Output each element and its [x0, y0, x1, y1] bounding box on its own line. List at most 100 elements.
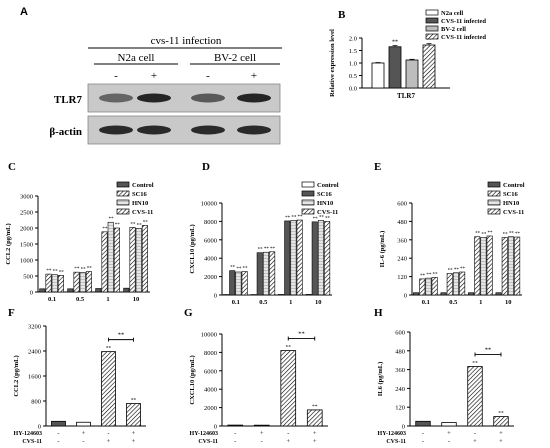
significance-mark: **: [137, 223, 143, 228]
significance-mark: **: [230, 266, 236, 271]
panel-label-c: C: [8, 161, 16, 173]
y-axis-label: Relative expression level: [329, 29, 336, 97]
condition-sign: +: [132, 430, 136, 437]
significance-mark: **: [503, 233, 509, 238]
bar: [227, 424, 244, 427]
x-tick-label: 0.1: [232, 299, 240, 306]
y-tick-label: 0: [30, 290, 33, 297]
y-tick-label: 8000: [204, 219, 217, 226]
significance-mark: **: [286, 345, 292, 351]
legend-label: N2a cell: [441, 10, 463, 17]
legend-label: SC16: [132, 191, 148, 198]
panel-label-f: F: [8, 307, 15, 319]
bar: [269, 251, 276, 296]
condition-row-label: HY-124603: [190, 431, 218, 437]
condition-sign: +: [447, 430, 451, 437]
bar: [452, 272, 459, 296]
bar: [486, 235, 493, 296]
significance-mark: **: [53, 270, 59, 275]
y-tick-label: 600: [395, 330, 405, 337]
significance-mark: **: [472, 360, 478, 366]
y-tick-label: 0: [402, 424, 405, 431]
legend-swatch: [301, 190, 315, 197]
bar: [290, 220, 297, 296]
bar: [241, 271, 248, 296]
x-tick-label: 0.5: [449, 299, 458, 306]
x-tick-label: 1: [479, 299, 482, 306]
condition-sign: -: [107, 430, 109, 437]
bar: [280, 350, 297, 427]
legend-label: CVS-11: [317, 209, 338, 216]
panel-label-g: G: [184, 307, 193, 319]
chart-g: 0 2000 4000 6000 8000 10000 CXCL10 (pg/mL) ** **…: [189, 331, 328, 445]
bar: [493, 416, 509, 427]
chart-f: 0 800 1600 2400 3200 CCL2 (pg/mL) ** ** ** HY-124…: [13, 324, 146, 445]
significance-mark: **: [498, 411, 504, 417]
blot-band: [237, 93, 271, 103]
significance-mark: **: [312, 404, 318, 410]
condition-sign: -: [82, 438, 84, 445]
y-tick-label: 2500: [20, 210, 33, 217]
bar: [67, 288, 74, 293]
condition-sign: -: [57, 438, 59, 445]
y-tick-label: 1500: [20, 242, 33, 249]
legend-label: CVS-11: [132, 209, 153, 216]
condition-row-label: CVS-11: [198, 439, 218, 445]
y-tick-label: 2400: [28, 349, 41, 356]
y-tick-label: 3000: [20, 194, 33, 201]
y-tick-label: 3200: [28, 324, 41, 331]
bar: [256, 252, 263, 296]
blot-band: [191, 125, 225, 135]
significance-mark: **: [285, 216, 291, 221]
y-tick-label: 480: [395, 348, 405, 355]
significance-mark: **: [131, 398, 137, 404]
blot-band: [137, 125, 171, 135]
y-tick-label: 2000: [20, 226, 33, 233]
bar: [446, 273, 453, 296]
legend-label: HN10: [503, 200, 519, 207]
x-tick-label: 0.1: [422, 299, 430, 306]
bar: [306, 409, 323, 427]
y-axis-label: IL-6 (pg/mL): [379, 231, 386, 268]
significance-mark: **: [59, 270, 65, 275]
significance-mark: **: [515, 232, 521, 237]
significance-mark: **: [475, 232, 481, 237]
condition-sign: +: [260, 430, 264, 437]
chart-c: 0 500 1000 1500 2000 2500 3000 CCL2 (pg/mL) 0.1 *…: [5, 181, 154, 303]
legend-label: Control: [132, 182, 154, 189]
bar: [425, 277, 432, 296]
significance-mark: **: [298, 215, 304, 220]
blot-band: [237, 125, 271, 135]
y-tick-label: 120: [397, 274, 407, 281]
y-tick-label: 0: [214, 424, 217, 431]
legend-swatch: [425, 9, 439, 16]
y-tick-label: 8000: [204, 350, 217, 357]
x-tick-label: 1: [106, 296, 109, 303]
x-tick-label: 0.5: [259, 299, 268, 306]
condition-row-label: HY-124603: [378, 431, 406, 437]
legend-label: Control: [317, 182, 339, 189]
panel-label-d: D: [202, 161, 210, 173]
bracket-label: **: [485, 346, 492, 353]
significance-mark: **: [392, 40, 398, 46]
blot-lane-sign: -: [206, 70, 210, 82]
x-tick-label: 1: [289, 299, 292, 306]
bar: [101, 231, 108, 293]
legend-label: HN10: [132, 200, 148, 207]
condition-sign: -: [234, 430, 236, 437]
bar: [440, 292, 447, 296]
significance-mark: **: [319, 215, 325, 220]
bar: [278, 294, 285, 296]
significance-mark: **: [264, 247, 270, 252]
y-axis-label: CCL2 (pg/mL): [13, 355, 20, 396]
bracket-label: **: [298, 331, 305, 338]
y-tick-label: 600: [397, 201, 407, 208]
y-tick-label: 120: [395, 405, 405, 412]
bar: [284, 220, 291, 296]
significance-mark: **: [481, 233, 487, 238]
significance-mark: **: [426, 273, 432, 278]
legend-swatch: [487, 208, 501, 215]
significance-mark: **: [115, 223, 121, 228]
bar: [459, 271, 466, 296]
bar: [76, 421, 91, 427]
